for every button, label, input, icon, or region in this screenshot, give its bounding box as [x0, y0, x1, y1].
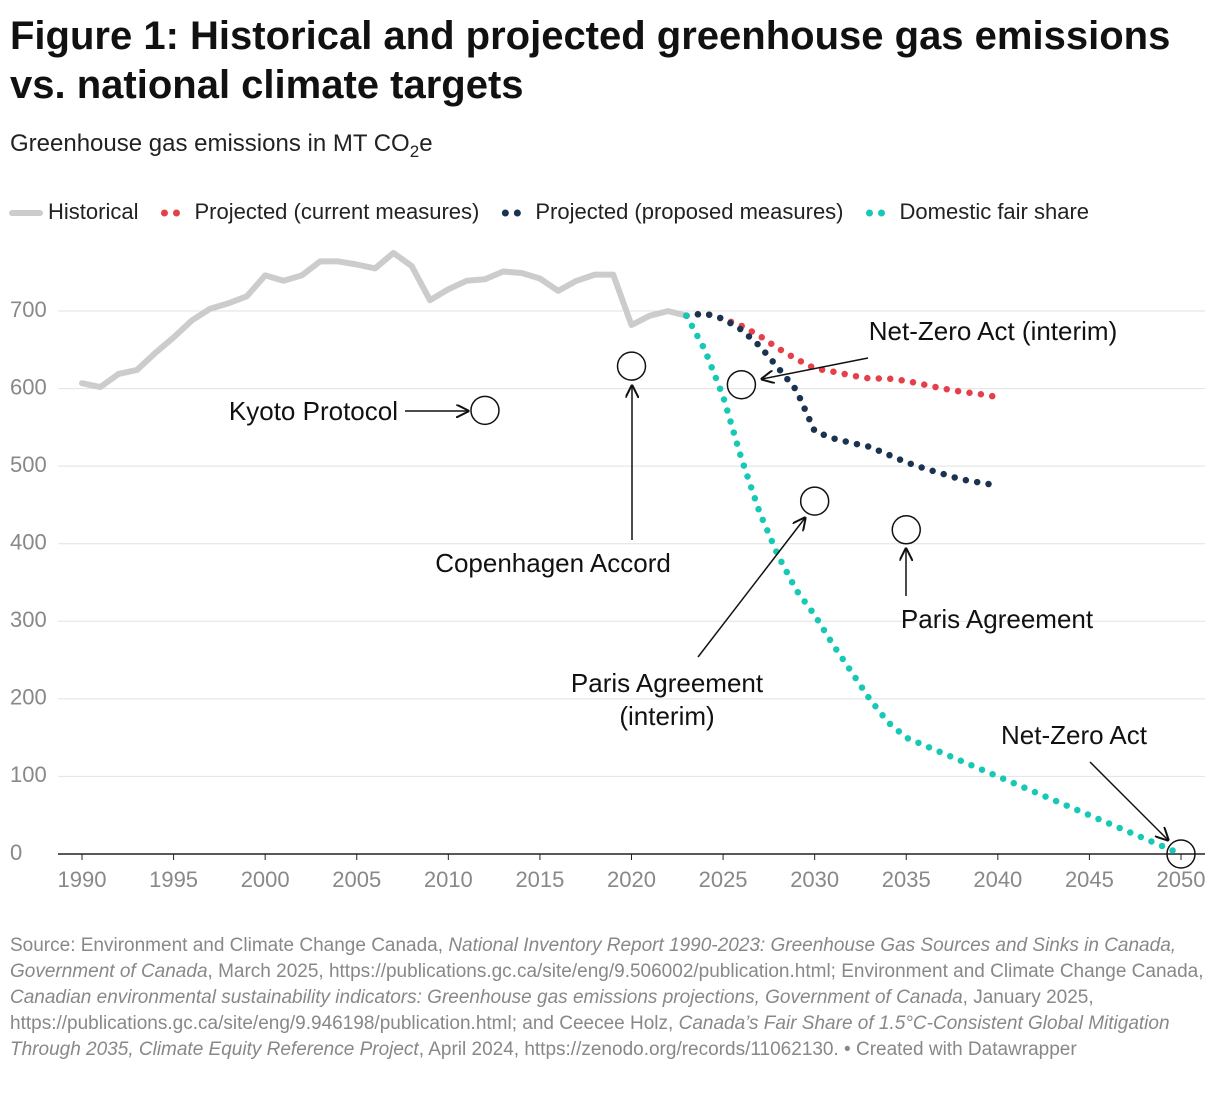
annotation-label: Net-Zero Act (interim): [869, 316, 1118, 346]
x-tick-label: 2030: [790, 867, 839, 892]
annotation-label: Kyoto Protocol: [229, 396, 398, 426]
x-tick-label: 2010: [424, 867, 473, 892]
legend-item: Domestic fair share: [866, 199, 1089, 224]
legend-item: Projected (proposed measures): [501, 199, 844, 224]
annotation-label: Paris Agreement: [571, 668, 764, 698]
legend-swatch: [172, 209, 180, 217]
y-tick-label: 700: [10, 297, 47, 322]
target-marker: [799, 486, 830, 516]
source-text: , January 2025, https://publications.gc.…: [10, 987, 1094, 1034]
x-tick-label: 1995: [149, 867, 198, 892]
y-tick-label: 500: [10, 452, 47, 477]
legend-label: Historical: [48, 199, 138, 224]
legend-label: Projected (current measures): [194, 199, 479, 224]
annotation-arrow: [1089, 761, 1168, 840]
target-marker: [726, 369, 757, 400]
subtitle-text: Greenhouse gas emissions in MT CO: [10, 130, 410, 157]
x-tick-label: 2025: [699, 867, 748, 892]
source-note: Source: Environment and Climate Change C…: [10, 933, 1215, 1063]
chart-title: Figure 1: Historical and projected green…: [10, 14, 1171, 107]
chart-subtitle: Greenhouse gas emissions in MT CO2e: [10, 130, 433, 162]
source-text: Canadian environmental sustainability in…: [10, 987, 963, 1008]
annotation-arrow: [697, 518, 805, 658]
legend-label: Domestic fair share: [900, 199, 1090, 224]
x-tick-label: 2000: [241, 867, 290, 892]
annotation-label: (interim): [619, 701, 714, 731]
series-line: [683, 310, 1002, 489]
legend-swatch: [866, 209, 874, 217]
legend-swatch: [160, 209, 168, 217]
annotation-label: Paris Agreement: [901, 604, 1094, 634]
x-tick-label: 2045: [1065, 867, 1114, 892]
legend-swatch: [513, 209, 521, 217]
y-tick-label: 100: [10, 762, 47, 787]
y-tick-label: 400: [10, 530, 47, 555]
y-tick-label: 600: [10, 374, 47, 399]
source-text: Canada’s Fair Share of 1.5°C-Consistent …: [10, 1013, 1170, 1060]
source-text: , April 2024, https://zenodo.org/records…: [418, 1039, 1077, 1060]
target-marker: [891, 515, 921, 545]
legend-item: Projected (current measures): [160, 199, 479, 224]
target-marker: [616, 351, 647, 381]
annotation-arrow: [762, 357, 869, 379]
y-tick-label: 300: [10, 607, 47, 632]
target-marker: [470, 395, 500, 426]
target-marker: [1166, 839, 1196, 869]
x-tick-label: 2015: [515, 867, 564, 892]
source-text: , March 2025, https://publications.gc.ca…: [207, 961, 1204, 982]
x-tick-label: 2020: [607, 867, 656, 892]
x-tick-label: 2040: [973, 867, 1022, 892]
source-text: National Inventory Report 1990-2023: Gre…: [10, 935, 1177, 982]
y-tick-label: 200: [10, 685, 47, 710]
x-tick-label: 2005: [332, 867, 381, 892]
x-tick-label: 2035: [882, 867, 931, 892]
subtitle-text: e: [419, 130, 433, 157]
legend-swatch: [501, 209, 509, 217]
x-tick-label: 1990: [58, 867, 107, 892]
series-line: [683, 310, 1002, 401]
legend-swatch: [878, 209, 886, 217]
annotation-label: Copenhagen Accord: [435, 548, 671, 578]
series-line: [79, 249, 690, 391]
chart: 0 100 200 300 400 500 600 700 1990 1995 2000 2005 20…: [9, 199, 1206, 892]
subtitle-subscript: 2: [409, 141, 420, 161]
legend-item: Historical: [9, 199, 138, 224]
source-text: Source: Environment and Climate Change C…: [10, 935, 449, 956]
y-tick-label: 0: [10, 840, 22, 865]
x-tick-label: 2050: [1157, 867, 1206, 892]
series-line: [683, 312, 1185, 858]
annotation-label: Net-Zero Act: [1001, 720, 1148, 750]
legend-label: Projected (proposed measures): [535, 199, 843, 224]
